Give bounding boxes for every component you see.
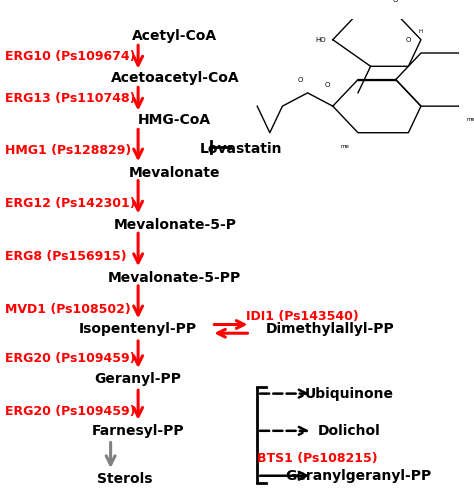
Text: O: O [406,37,411,43]
Text: ERG20 (Ps109459): ERG20 (Ps109459) [5,405,136,418]
Text: O: O [393,0,399,3]
Text: O: O [297,76,303,82]
Text: ERG13 (Ps110748): ERG13 (Ps110748) [5,93,136,106]
Text: BTS1 (Ps108215): BTS1 (Ps108215) [257,452,378,465]
Text: me: me [341,143,350,148]
Text: Ubiquinone: Ubiquinone [304,387,393,400]
Text: Acetoacetyl-CoA: Acetoacetyl-CoA [110,71,239,85]
Text: Lovastatin: Lovastatin [200,142,283,155]
Text: Mevalonate: Mevalonate [129,166,220,180]
Text: ERG8 (Ps156915): ERG8 (Ps156915) [5,250,127,263]
Text: HMG1 (Ps128829): HMG1 (Ps128829) [5,144,131,157]
Text: HMG-CoA: HMG-CoA [138,113,211,127]
Text: HO: HO [315,37,326,43]
Text: Mevalonate-5-P: Mevalonate-5-P [113,218,236,232]
Text: Acetyl-CoA: Acetyl-CoA [132,29,217,43]
Text: H: H [419,29,423,34]
Text: O: O [325,82,330,88]
Text: MVD1 (Ps108502): MVD1 (Ps108502) [5,303,131,315]
Text: IDI1 (Ps143540): IDI1 (Ps143540) [246,310,358,323]
Text: Geranyl-PP: Geranyl-PP [95,372,182,386]
Text: Sterols: Sterols [97,472,152,486]
Text: ERG20 (Ps109459): ERG20 (Ps109459) [5,352,136,365]
Text: Mevalonate-5-PP: Mevalonate-5-PP [108,271,241,285]
Text: Dolichol: Dolichol [318,424,380,438]
Text: Dimethylallyl-PP: Dimethylallyl-PP [266,322,395,337]
Text: ERG10 (Ps109674): ERG10 (Ps109674) [5,50,136,63]
Text: Geranylgeranyl-PP: Geranylgeranyl-PP [285,469,431,483]
Text: Farnesyl-PP: Farnesyl-PP [92,424,184,438]
Text: ERG12 (Ps142301): ERG12 (Ps142301) [5,197,136,210]
Text: me: me [467,117,474,122]
Text: Isopentenyl-PP: Isopentenyl-PP [79,322,197,337]
